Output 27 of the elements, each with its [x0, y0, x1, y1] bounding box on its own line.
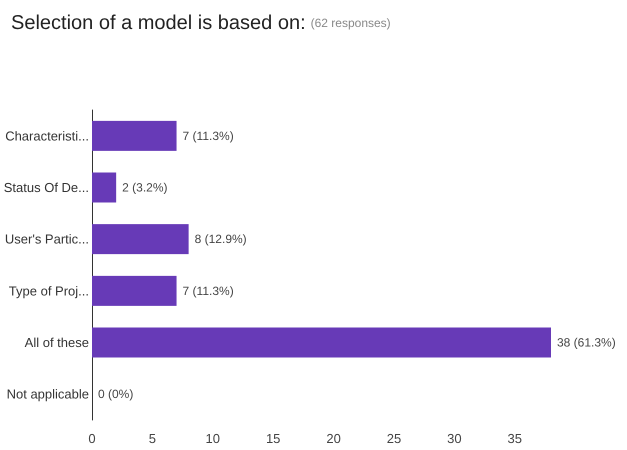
bar	[92, 224, 189, 254]
data-label: 7 (11.3%)	[182, 128, 234, 143]
y-tick-label: Type of Proj...	[8, 283, 89, 298]
y-tick-label: User's Partic...	[4, 232, 89, 247]
bar	[92, 172, 116, 202]
y-tick-label: Characteristi...	[5, 128, 89, 144]
data-label: 8 (12.9%)	[194, 232, 247, 246]
data-label: 0 (0%)	[98, 387, 134, 402]
x-tick-label: 20	[326, 431, 341, 446]
bar	[92, 120, 177, 151]
x-tick-label: 35	[508, 431, 522, 446]
chart-title: Selection of a model is based on:	[11, 12, 306, 34]
x-tick-label: 5	[148, 431, 156, 446]
data-label: 2 (3.2%)	[122, 180, 168, 194]
x-tick-label: 15	[266, 431, 280, 446]
data-label: 7 (11.3%)	[182, 284, 234, 298]
x-tick-label: 0	[88, 431, 96, 446]
x-tick-label: 25	[386, 431, 402, 446]
chart-subtitle: (62 responses)	[310, 16, 391, 30]
y-tick-label: Status Of De...	[4, 180, 89, 195]
bar	[92, 276, 177, 306]
x-tick-label: 30	[447, 431, 462, 446]
x-tick-label: 10	[206, 431, 220, 446]
bar	[92, 328, 551, 358]
y-tick-label: Not applicable	[6, 386, 89, 402]
data-label: 38 (61.3%)	[557, 336, 616, 350]
y-tick-label: All of these	[24, 335, 89, 350]
